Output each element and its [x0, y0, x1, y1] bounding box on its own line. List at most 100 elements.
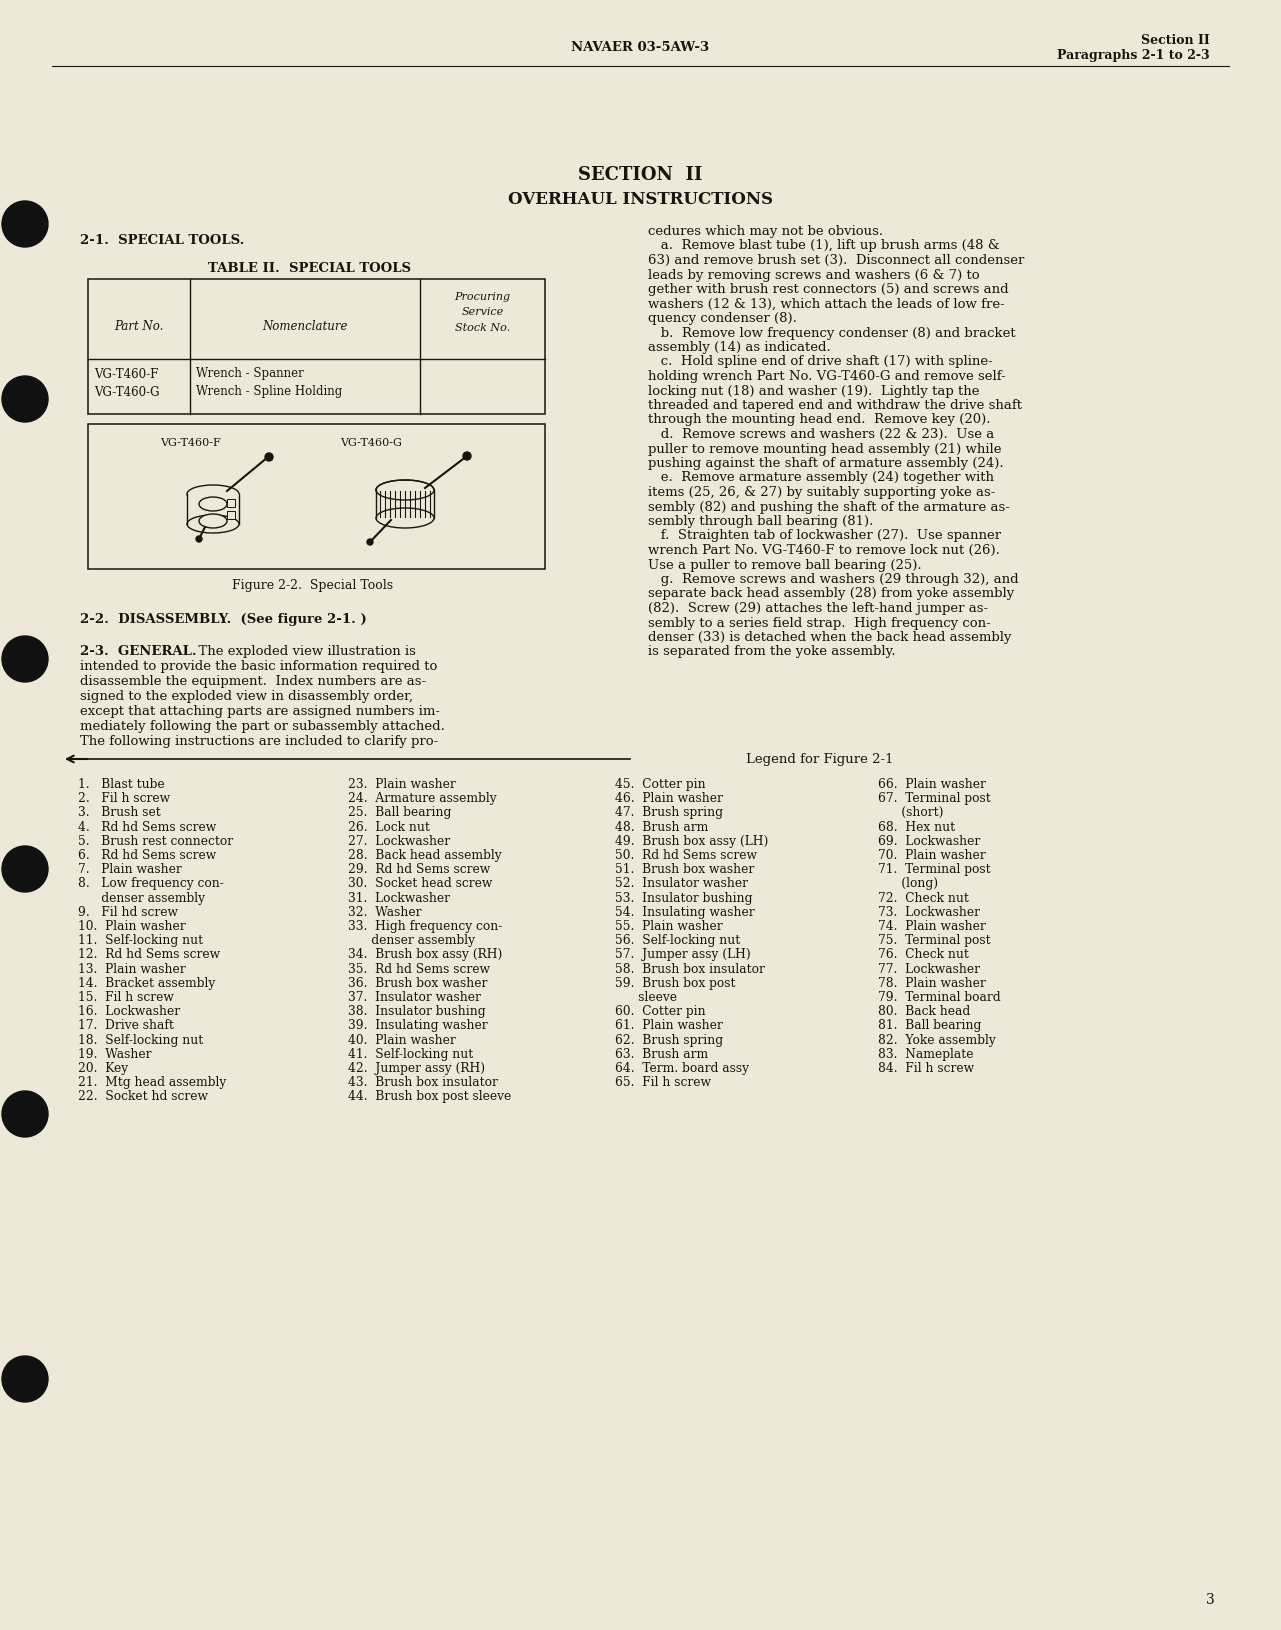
Text: Wrench - Spline Holding: Wrench - Spline Holding [196, 385, 342, 398]
Text: Section II: Section II [1141, 34, 1211, 47]
Text: (82).  Screw (29) attaches the left-hand jumper as-: (82). Screw (29) attaches the left-hand … [648, 601, 988, 615]
Text: 5.   Brush rest connector: 5. Brush rest connector [78, 835, 233, 848]
Circle shape [3, 1092, 47, 1138]
Ellipse shape [187, 515, 240, 533]
Text: 52.  Insulator washer: 52. Insulator washer [615, 877, 748, 890]
Text: 38.  Insulator bushing: 38. Insulator bushing [348, 1004, 485, 1017]
Text: 37.  Insulator washer: 37. Insulator washer [348, 991, 480, 1004]
Text: 15.  Fil h screw: 15. Fil h screw [78, 991, 174, 1004]
Text: b.  Remove low frequency condenser (8) and bracket: b. Remove low frequency condenser (8) an… [648, 326, 1016, 339]
Text: 57.  Jumper assy (LH): 57. Jumper assy (LH) [615, 947, 751, 960]
Text: Paragraphs 2-1 to 2-3: Paragraphs 2-1 to 2-3 [1057, 49, 1211, 62]
Text: 65.  Fil h screw: 65. Fil h screw [615, 1076, 711, 1089]
Circle shape [462, 453, 471, 461]
Text: sleeve: sleeve [615, 991, 676, 1004]
Text: 55.  Plain washer: 55. Plain washer [615, 919, 722, 932]
Text: 76.  Check nut: 76. Check nut [877, 947, 968, 960]
Text: VG-T460-G: VG-T460-G [339, 438, 402, 448]
Text: Nomenclature: Nomenclature [263, 321, 347, 333]
Text: 9.   Fil hd screw: 9. Fil hd screw [78, 905, 178, 918]
Text: 79.  Terminal board: 79. Terminal board [877, 991, 1000, 1004]
Text: 8.   Low frequency con-: 8. Low frequency con- [78, 877, 224, 890]
Text: 70.  Plain washer: 70. Plain washer [877, 849, 985, 862]
Text: 64.  Term. board assy: 64. Term. board assy [615, 1061, 749, 1074]
Text: 56.  Self-locking nut: 56. Self-locking nut [615, 934, 740, 947]
Text: 16.  Lockwasher: 16. Lockwasher [78, 1004, 181, 1017]
Bar [88, 425, 544, 569]
Circle shape [3, 377, 47, 422]
Text: 47.  Brush spring: 47. Brush spring [615, 805, 722, 818]
Text: 51.  Brush box washer: 51. Brush box washer [615, 862, 755, 875]
Text: disassemble the equipment.  Index numbers are as-: disassemble the equipment. Index numbers… [79, 675, 427, 688]
Text: 58.  Brush box insulator: 58. Brush box insulator [615, 962, 765, 975]
Text: denser assembly: denser assembly [348, 934, 475, 947]
Text: 63) and remove brush set (3).  Disconnect all condenser: 63) and remove brush set (3). Disconnect… [648, 254, 1025, 267]
Text: OVERHAUL INSTRUCTIONS: OVERHAUL INSTRUCTIONS [507, 191, 772, 209]
Text: Procuring: Procuring [455, 292, 511, 302]
Ellipse shape [187, 486, 240, 504]
Text: 2-1.  SPECIAL TOOLS.: 2-1. SPECIAL TOOLS. [79, 233, 245, 246]
Text: 69.  Lockwasher: 69. Lockwasher [877, 835, 980, 848]
Circle shape [265, 453, 273, 461]
Text: 2.   Fil h screw: 2. Fil h screw [78, 792, 170, 805]
Text: 19.  Washer: 19. Washer [78, 1046, 151, 1060]
Text: 73.  Lockwasher: 73. Lockwasher [877, 905, 980, 918]
Text: holding wrench Part No. VG-T460-G and remove self-: holding wrench Part No. VG-T460-G and re… [648, 370, 1006, 383]
Text: leads by removing screws and washers (6 & 7) to: leads by removing screws and washers (6 … [648, 269, 980, 282]
Text: 82.  Yoke assembly: 82. Yoke assembly [877, 1033, 995, 1046]
Circle shape [3, 1356, 47, 1402]
Text: washers (12 & 13), which attach the leads of low fre-: washers (12 & 13), which attach the lead… [648, 297, 1004, 310]
Text: 7.   Plain washer: 7. Plain washer [78, 862, 182, 875]
Text: 40.  Plain washer: 40. Plain washer [348, 1033, 456, 1046]
Circle shape [3, 846, 47, 893]
Ellipse shape [199, 497, 227, 512]
Text: Part No.: Part No. [114, 321, 164, 333]
Text: 4.   Rd hd Sems screw: 4. Rd hd Sems screw [78, 820, 216, 833]
Text: VG-T460-G: VG-T460-G [94, 385, 160, 398]
Bar [228, 500, 236, 509]
Text: sembly through ball bearing (81).: sembly through ball bearing (81). [648, 515, 874, 528]
Text: 22.  Socket hd screw: 22. Socket hd screw [78, 1090, 208, 1104]
Text: 75.  Terminal post: 75. Terminal post [877, 934, 990, 947]
Text: NAVAER 03-5AW-3: NAVAER 03-5AW-3 [571, 41, 710, 54]
Text: 59.  Brush box post: 59. Brush box post [615, 976, 735, 989]
Text: The following instructions are included to clarify pro-: The following instructions are included … [79, 735, 438, 748]
Text: items (25, 26, & 27) by suitably supporting yoke as-: items (25, 26, & 27) by suitably support… [648, 486, 995, 499]
Text: Service: Service [461, 306, 503, 316]
Bar [377, 491, 434, 518]
Circle shape [3, 202, 47, 248]
Text: 26.  Lock nut: 26. Lock nut [348, 820, 430, 833]
Text: 6.   Rd hd Sems screw: 6. Rd hd Sems screw [78, 849, 216, 862]
Text: 28.  Back head assembly: 28. Back head assembly [348, 849, 502, 862]
Text: gether with brush rest connectors (5) and screws and: gether with brush rest connectors (5) an… [648, 284, 1008, 295]
Text: 32.  Washer: 32. Washer [348, 905, 421, 918]
Text: VG-T460-F: VG-T460-F [160, 438, 220, 448]
Text: except that attaching parts are assigned numbers im-: except that attaching parts are assigned… [79, 704, 439, 717]
Text: 33.  High frequency con-: 33. High frequency con- [348, 919, 502, 932]
Text: 11.  Self-locking nut: 11. Self-locking nut [78, 934, 204, 947]
Text: mediately following the part or subassembly attached.: mediately following the part or subassem… [79, 719, 445, 732]
Text: 78.  Plain washer: 78. Plain washer [877, 976, 986, 989]
Text: 44.  Brush box post sleeve: 44. Brush box post sleeve [348, 1090, 511, 1104]
Text: 71.  Terminal post: 71. Terminal post [877, 862, 990, 875]
Text: 3: 3 [1205, 1593, 1214, 1606]
Text: 24.  Armature assembly: 24. Armature assembly [348, 792, 497, 805]
Text: f.  Straighten tab of lockwasher (27).  Use spanner: f. Straighten tab of lockwasher (27). Us… [648, 530, 1002, 543]
Text: 12.  Rd hd Sems screw: 12. Rd hd Sems screw [78, 947, 220, 960]
Bar [88, 280, 544, 414]
Text: The exploded view illustration is: The exploded view illustration is [190, 644, 416, 657]
Text: 62.  Brush spring: 62. Brush spring [615, 1033, 724, 1046]
Text: 61.  Plain washer: 61. Plain washer [615, 1019, 722, 1032]
Text: locking nut (18) and washer (19).  Lightly tap the: locking nut (18) and washer (19). Lightl… [648, 385, 980, 398]
Text: 21.  Mtg head assembly: 21. Mtg head assembly [78, 1076, 227, 1089]
Text: 60.  Cotter pin: 60. Cotter pin [615, 1004, 706, 1017]
Text: 46.  Plain washer: 46. Plain washer [615, 792, 722, 805]
Text: 49.  Brush box assy (LH): 49. Brush box assy (LH) [615, 835, 769, 848]
Text: 25.  Ball bearing: 25. Ball bearing [348, 805, 451, 818]
Text: 30.  Socket head screw: 30. Socket head screw [348, 877, 492, 890]
Text: 80.  Back head: 80. Back head [877, 1004, 970, 1017]
Bar [187, 494, 240, 525]
Text: sembly to a series field strap.  High frequency con-: sembly to a series field strap. High fre… [648, 616, 990, 629]
Ellipse shape [377, 509, 434, 528]
Text: 35.  Rd hd Sems screw: 35. Rd hd Sems screw [348, 962, 491, 975]
